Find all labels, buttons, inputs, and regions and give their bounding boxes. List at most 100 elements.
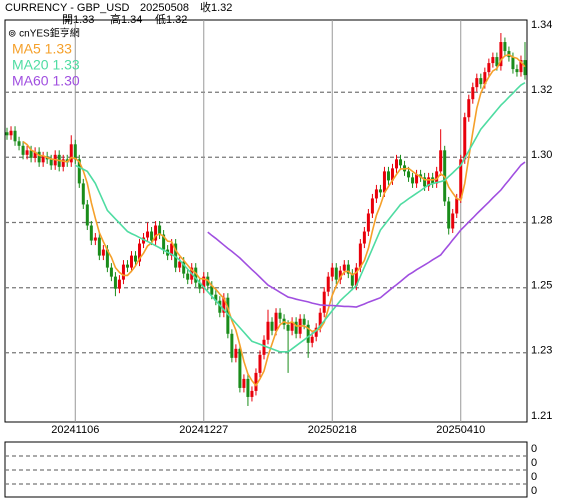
candle-body [186,273,190,280]
candle-body [302,318,306,325]
x-tick-label: 20250218 [308,424,357,436]
candle-body [346,264,350,274]
candle-body [61,159,65,167]
volume-tick-label: 0 [531,457,537,469]
candle-body [246,378,250,397]
candle-body [226,297,230,334]
volume-tick-label: 0 [531,443,537,455]
candle-body [459,159,463,199]
candle-body [415,174,419,184]
candle-body [5,132,9,136]
candle-body [77,159,81,184]
candle-body [310,336,314,343]
candle-body [362,231,366,244]
chart-title: CURRENCY - GBP_USD [5,2,130,14]
candle-body [113,276,117,289]
candle-body [395,159,398,169]
candle-body [515,69,519,73]
ma-line [22,53,526,387]
candle-body [254,372,258,391]
candle-body [451,213,455,229]
candle-body [210,285,214,295]
candle-body [162,234,166,250]
candle-body [17,141,21,146]
y-tick-label: 1.23 [531,345,552,357]
candle-body [37,151,41,163]
candle-body [258,354,262,373]
candle-body [129,255,133,268]
candle-body [342,264,346,271]
candle-body [174,243,178,268]
candle-body [222,297,226,313]
volume-tick-label: 0 [531,485,537,497]
candle-body [202,276,206,289]
candle-body [97,237,101,256]
candle-body [503,42,507,52]
candle-body [290,321,294,331]
candle-body [318,312,322,328]
candle-body [390,168,394,181]
candle-body [125,264,129,268]
candle-body [178,261,182,268]
y-tick-label: 1.28 [531,214,552,226]
y-tick-label: 1.21 [531,410,552,422]
candle-body [386,171,390,181]
candle-body [238,348,242,388]
candle-body [487,63,491,73]
candle-body [274,312,278,331]
candle-body [463,117,467,160]
candle-body [399,159,403,166]
candle-body [350,273,354,286]
candle-body [198,282,202,289]
candle-body [314,327,318,337]
candle-body [483,72,487,85]
candle-body [138,243,142,262]
candle-body [134,255,137,262]
ma-line [74,81,526,353]
x-tick-label: 20241106 [51,424,99,436]
candle-body [194,267,198,283]
candle-body [13,130,17,142]
candle-body [266,321,270,340]
candle-body [358,243,362,268]
x-tick-label: 20250410 [436,424,485,436]
candle-body [330,267,334,277]
close-label: 收1.32 [200,0,232,14]
candle-body [523,60,527,76]
candle-body [326,276,330,292]
candle-body [89,225,93,241]
candle-body [338,270,342,280]
candle-body [101,249,105,256]
candle-body [262,339,266,355]
candle-body [146,231,150,238]
source: ⊚ cnYES鉅亨網 [8,27,80,40]
candle-body [334,267,338,280]
y-tick-label: 1.30 [531,149,552,161]
candle-body [370,198,374,214]
candle-body [499,42,503,67]
candle-body [495,57,499,67]
candle-body [439,150,443,172]
candle-body [41,156,45,163]
candle-body [29,150,33,158]
candle-body [21,145,25,155]
candle-body [182,261,186,274]
volume-tick-label: 0 [531,471,537,483]
candle-body [455,198,459,214]
candle-body [447,201,451,229]
legend-entry: MA20 1.33 [12,57,80,73]
candle-body [411,177,415,184]
candle-body [109,267,113,277]
candle-body [170,243,174,256]
candle-body [354,267,358,286]
candle-body [25,150,29,155]
candle-body [286,324,290,331]
candle-body [234,348,238,358]
candle-body [242,378,246,388]
candle-body [491,57,495,64]
candle-body [366,213,370,232]
candle-body [475,78,479,88]
date: 20250508 [140,2,189,14]
candle-body [427,177,431,187]
